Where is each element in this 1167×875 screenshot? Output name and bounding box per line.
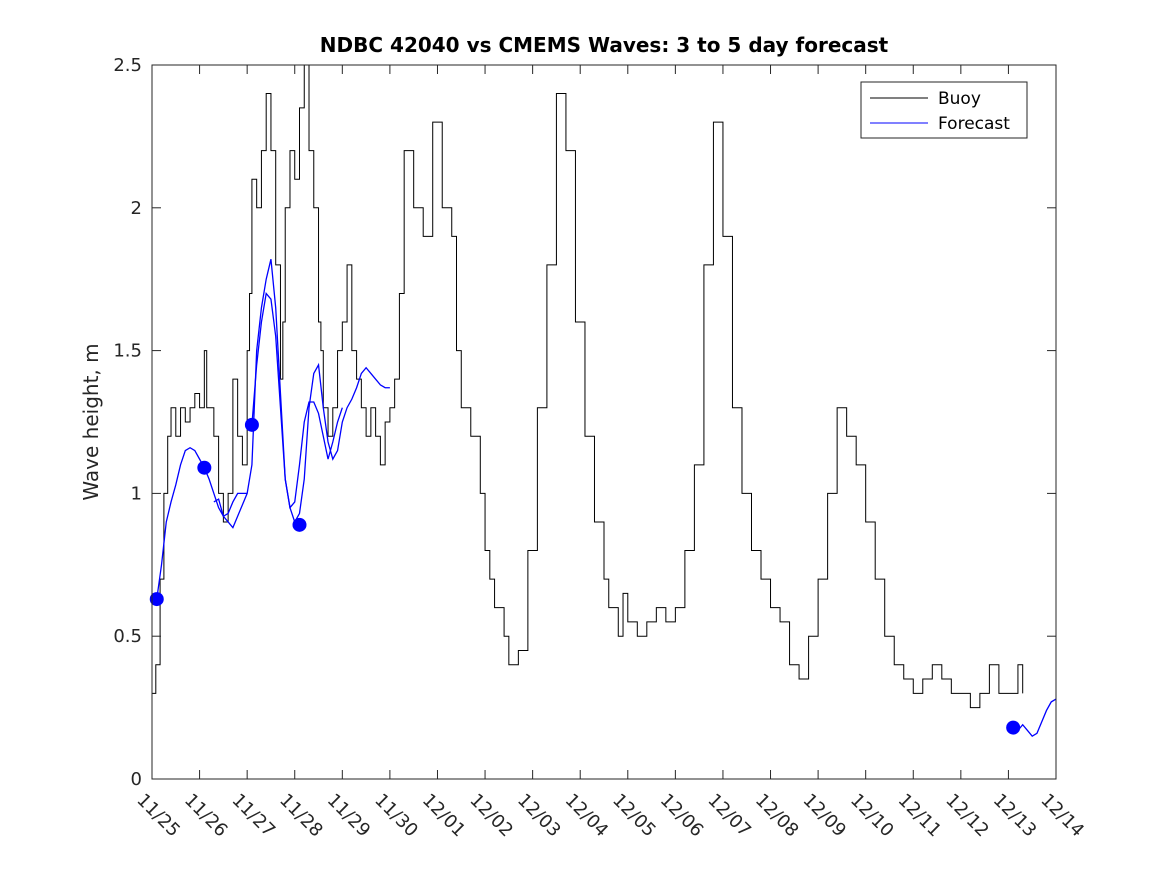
- y-tick-label: 0: [131, 769, 142, 790]
- forecast-start-marker: [244, 417, 259, 432]
- series-forecast-line: [1012, 698, 1057, 738]
- x-tick-label: 12/08: [751, 790, 803, 842]
- forecast-start-marker: [292, 517, 307, 532]
- x-tick-label: 12/05: [608, 790, 660, 842]
- x-tick-label: 12/01: [418, 790, 470, 842]
- series-buoy-line: [152, 64, 1024, 709]
- x-tick-label: 12/11: [894, 790, 946, 842]
- x-tick-label: 11/26: [180, 790, 232, 842]
- legend-buoy-label: Buoy: [938, 89, 981, 109]
- y-tick-label: 1.5: [113, 341, 142, 362]
- y-tick-label: 0.5: [113, 626, 142, 647]
- series-forecast-line: [213, 259, 390, 529]
- x-tick-label: 11/29: [323, 790, 375, 842]
- x-tick-label: 12/10: [846, 790, 898, 842]
- x-tick-label: 12/12: [941, 790, 993, 842]
- y-axis: 0 0.5 1 1.5 2 2.5: [113, 55, 1056, 790]
- legend-forecast-label: Forecast: [938, 114, 1010, 134]
- plot-area: [149, 64, 1057, 738]
- x-tick-label: 12/09: [799, 790, 851, 842]
- x-tick-label: 12/03: [513, 790, 565, 842]
- plot-frame: [151, 64, 1057, 780]
- y-axis-label: Wave height, m: [79, 343, 103, 500]
- chart-title: NDBC 42040 vs CMEMS Waves: 3 to 5 day fo…: [320, 33, 889, 57]
- y-tick-label: 2.5: [113, 55, 142, 76]
- x-tick-label: 12/06: [656, 790, 708, 842]
- x-tick-label: 12/07: [703, 790, 755, 842]
- x-tick-label: 11/25: [132, 790, 184, 842]
- legend: Buoy Forecast: [860, 81, 1028, 139]
- x-tick-label: 11/27: [228, 790, 280, 842]
- legend-box: [860, 81, 1028, 139]
- forecast-start-marker: [197, 460, 212, 475]
- x-tick-label: 12/14: [1036, 790, 1088, 842]
- y-tick-label: 1: [131, 483, 142, 504]
- x-tick-label: 12/04: [561, 790, 613, 842]
- x-tick-label: 12/13: [989, 790, 1041, 842]
- x-tick-label: 11/30: [370, 790, 422, 842]
- forecast-start-marker: [1006, 720, 1021, 735]
- forecast-start-marker: [149, 592, 164, 607]
- y-tick-label: 2: [131, 198, 142, 219]
- series-forecast-line: [251, 291, 343, 510]
- x-tick-label: 12/02: [466, 790, 518, 842]
- x-tick-label: 11/28: [275, 790, 327, 842]
